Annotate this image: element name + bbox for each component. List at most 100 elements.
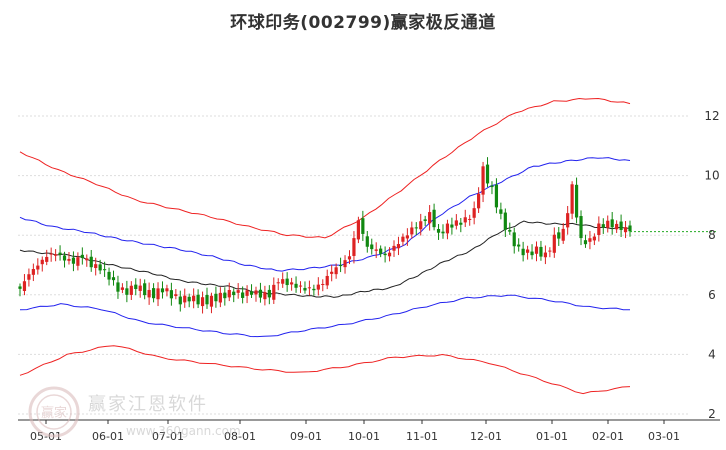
candle-body: [419, 221, 423, 230]
outer-upper-band: [19, 97, 631, 239]
candle-body: [223, 292, 227, 299]
candle-body: [71, 257, 76, 264]
candle-body: [22, 281, 27, 291]
candle-body: [156, 288, 160, 300]
watermark-url: www.360gann.com: [126, 424, 241, 438]
candle-body: [463, 217, 467, 223]
candle-body: [151, 288, 156, 299]
candle-body: [490, 185, 494, 188]
candle-body: [209, 295, 214, 307]
candle-body: [147, 289, 151, 298]
candle-body: [619, 221, 623, 230]
candle-body: [102, 269, 107, 271]
candle-body: [281, 279, 285, 284]
candle-body: [325, 275, 329, 286]
candle-body: [356, 220, 360, 240]
candle-body: [566, 213, 570, 228]
candle-body: [107, 271, 111, 280]
candle-body: [628, 225, 632, 232]
inner-upper-band: [19, 157, 631, 272]
candle-body: [503, 212, 507, 230]
x-tick-label: 10-01: [348, 430, 380, 443]
candle-body: [530, 251, 534, 256]
candle-body: [27, 274, 31, 280]
candle-body: [312, 288, 316, 291]
candle-body: [365, 236, 369, 247]
inner-lower-band: [19, 294, 630, 338]
candle-body: [111, 277, 116, 281]
candle-body: [592, 236, 596, 241]
candle-body: [610, 219, 614, 228]
candle-body: [459, 222, 463, 225]
y-tick-label: 6: [708, 288, 716, 302]
candle-body: [472, 208, 476, 218]
candle-body: [218, 292, 222, 303]
candle-body: [272, 284, 276, 300]
candle-body: [174, 294, 178, 297]
candle-body: [263, 292, 267, 300]
candle-body: [623, 227, 628, 233]
candle-body: [125, 288, 129, 295]
candle-body: [214, 293, 218, 302]
candle-body: [521, 248, 525, 256]
candle-body: [561, 228, 565, 241]
candle-body: [352, 238, 356, 256]
candle-body: [31, 269, 35, 275]
candle-body: [374, 249, 378, 251]
candle-body: [525, 249, 530, 253]
candle-body: [445, 223, 450, 234]
x-tick-label: 01-01: [536, 430, 568, 443]
candle-body: [232, 291, 236, 296]
candle-body: [298, 285, 303, 287]
candle-body: [588, 238, 592, 242]
candle-body: [76, 257, 80, 266]
y-tick-label: 2: [708, 407, 716, 421]
candle-body: [432, 209, 436, 228]
candle-body: [423, 219, 427, 221]
candle-body: [410, 227, 414, 235]
x-tick-label: 09-01: [290, 430, 322, 443]
candle-body: [192, 295, 196, 302]
candle-body: [454, 220, 458, 226]
y-tick-label: 4: [708, 347, 716, 361]
x-tick-label: 03-01: [648, 430, 680, 443]
candle-body: [392, 245, 396, 251]
candle-body: [601, 224, 605, 228]
svg-text:赢家: 赢家: [41, 405, 67, 421]
candle-body: [494, 184, 499, 208]
candle-body: [579, 216, 583, 239]
candle-body: [290, 282, 294, 285]
candle-body: [436, 229, 441, 233]
candle-body: [552, 234, 556, 253]
candle-body: [45, 256, 49, 262]
candle-body: [94, 264, 98, 269]
x-tick-label: 07-01: [152, 430, 184, 443]
moving-average-line: [19, 220, 631, 298]
candle-body: [62, 255, 67, 261]
candle-body: [543, 252, 548, 258]
candle-body: [54, 254, 58, 256]
candle-body: [196, 294, 200, 305]
candle-body: [468, 218, 472, 220]
candle-body: [428, 212, 432, 224]
watermark-text: 赢家江恩软件: [88, 394, 208, 415]
candlesticks: [18, 157, 718, 314]
candle-body: [321, 283, 325, 285]
candle-body: [307, 287, 312, 289]
candle-body: [258, 289, 263, 298]
candle-body: [387, 252, 392, 257]
candle-body: [583, 240, 588, 245]
grid-lines: [18, 115, 690, 415]
candle-body: [245, 290, 249, 296]
candle-body: [441, 231, 445, 234]
candle-body: [316, 284, 320, 290]
candle-body: [80, 254, 84, 259]
candle-body: [67, 258, 71, 261]
candle-body: [534, 246, 539, 254]
candle-body: [36, 265, 40, 270]
candle-body: [396, 244, 401, 249]
candle-body: [58, 252, 62, 255]
candle-body: [116, 282, 120, 292]
candle-body: [361, 218, 365, 234]
